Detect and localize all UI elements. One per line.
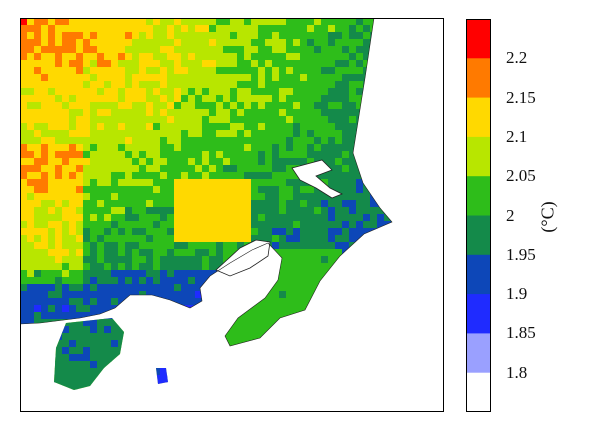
- colorbar-swatch: [466, 136, 491, 177]
- colorbar-swatch: [466, 254, 491, 295]
- colorbar-tick-label: 2.1: [506, 126, 528, 146]
- colorbar-unit-label: (°C): [537, 201, 558, 233]
- colorbar-swatch: [466, 294, 491, 334]
- colorbar-tick-label: 1.9: [506, 284, 528, 304]
- colorbar-swatch: [466, 58, 491, 99]
- colorbar: [466, 19, 491, 412]
- colorbar-tick-label: 2: [506, 205, 515, 225]
- colorbar-swatch: [466, 97, 491, 138]
- colorbar-tick-label: 1.95: [506, 244, 536, 264]
- colorbar-tick-label: 1.85: [506, 323, 536, 343]
- colorbar-tick-label: 2.05: [506, 166, 536, 186]
- colorbar-tick-label: 2.15: [506, 87, 536, 107]
- colorbar-swatch: [466, 372, 491, 412]
- colorbar-swatch: [466, 215, 491, 256]
- colorbar-tick-label: 2.2: [506, 48, 528, 68]
- colorbar-swatch: [466, 176, 491, 216]
- colorbar-swatch: [466, 333, 491, 374]
- colorbar-swatch: [466, 19, 491, 59]
- colorbar-tick-label: 1.8: [506, 362, 528, 382]
- temperature-map: [20, 18, 444, 412]
